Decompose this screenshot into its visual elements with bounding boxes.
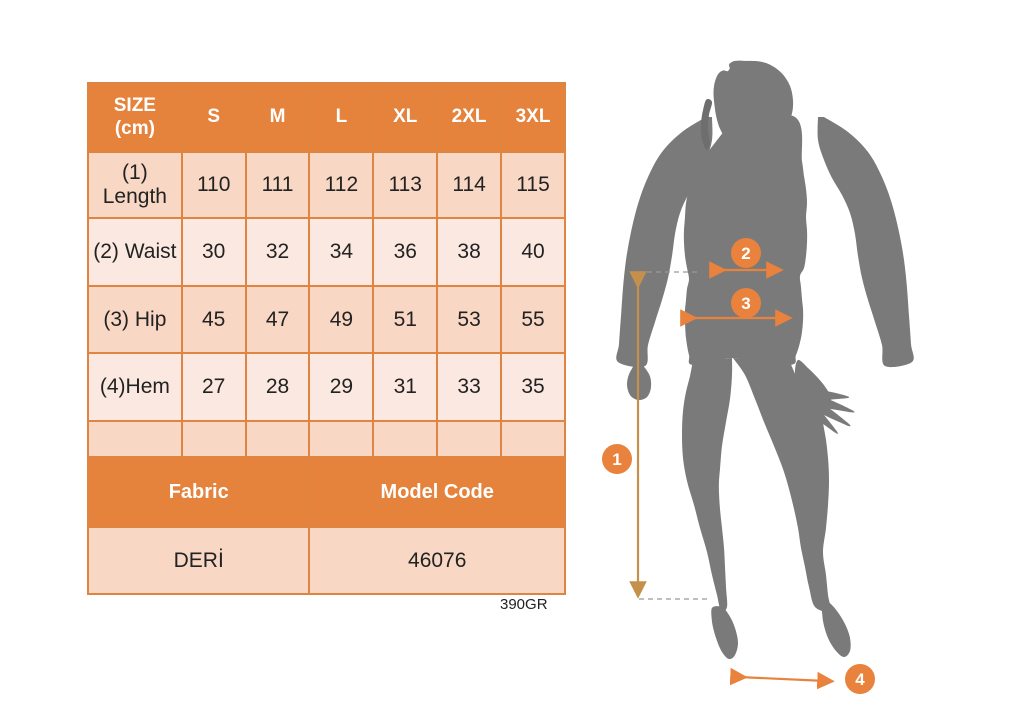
svg-text:4: 4	[855, 670, 865, 689]
svg-text:2: 2	[741, 244, 750, 263]
svg-text:1: 1	[612, 450, 621, 469]
svg-text:3: 3	[741, 294, 750, 313]
